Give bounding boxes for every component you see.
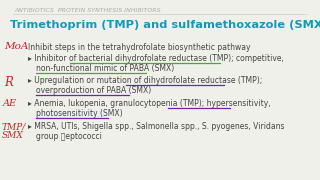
Text: ▸ Inhibitor of bacterial dihydrofolate reductase (TMP); competitive,: ▸ Inhibitor of bacterial dihydrofolate r…	[28, 54, 284, 63]
Text: Inhibit steps in the tetrahydrofolate biosynthetic pathway: Inhibit steps in the tetrahydrofolate bi…	[28, 43, 251, 52]
Text: ▸ Anemia, lukopenia, granulocytopenia (TMP); hypersensitivity,: ▸ Anemia, lukopenia, granulocytopenia (T…	[28, 99, 271, 108]
Text: overproduction of PABA (SMX): overproduction of PABA (SMX)	[36, 86, 151, 95]
Text: MoA: MoA	[4, 42, 28, 51]
Text: AE: AE	[3, 99, 17, 108]
Text: non-functional mimic of PABA (SMX): non-functional mimic of PABA (SMX)	[36, 64, 174, 73]
Text: R: R	[4, 76, 13, 89]
Text: SMX: SMX	[2, 131, 24, 140]
Text: ▸ MRSA, UTIs, Shigella spp., Salmonella spp., S. pyogenes, Viridans: ▸ MRSA, UTIs, Shigella spp., Salmonella …	[28, 122, 284, 131]
Text: photosensitivity (SMX): photosensitivity (SMX)	[36, 109, 123, 118]
Text: ▸ Upregulation or mutation of dihydrofolate reductase (TMP);: ▸ Upregulation or mutation of dihydrofol…	[28, 76, 262, 85]
Text: Trimethoprim (TMP) and sulfamethoxazole (SMX): Trimethoprim (TMP) and sulfamethoxazole …	[10, 20, 320, 30]
Text: group ⛔eptococci: group ⛔eptococci	[36, 132, 102, 141]
Text: TMP/: TMP/	[2, 122, 26, 131]
Text: ANTIBIOTICS  PROTEIN SYNTHESIS INHIBITORS: ANTIBIOTICS PROTEIN SYNTHESIS INHIBITORS	[14, 8, 161, 13]
